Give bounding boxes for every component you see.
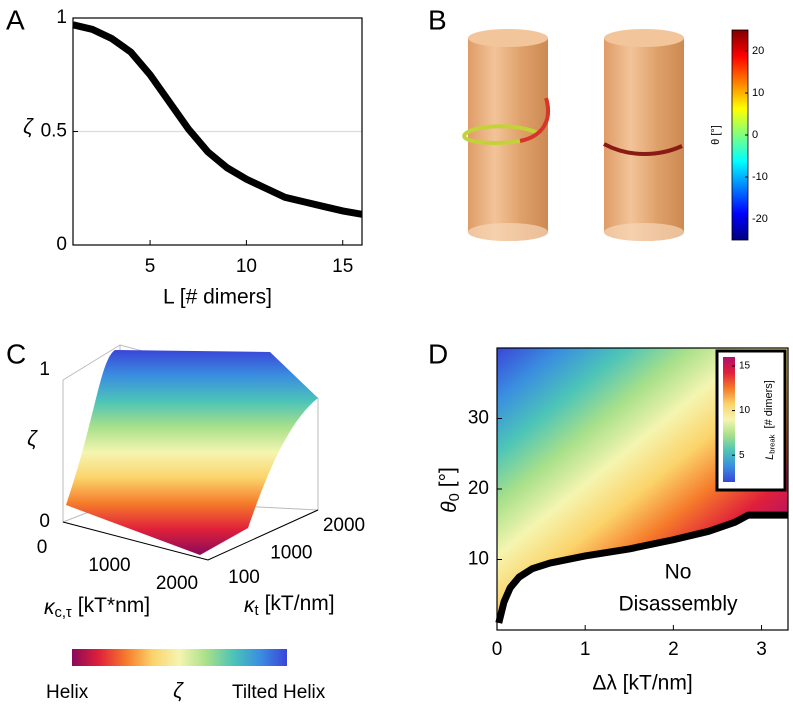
colorbar-tick-label: 0	[752, 129, 758, 141]
y-tick-label: 1000	[270, 542, 312, 563]
subscript: c,τ	[55, 605, 72, 621]
helix	[519, 97, 551, 143]
y-axis-label: ζ	[23, 116, 34, 139]
x-tick-label: 5	[145, 256, 156, 277]
axes-box	[496, 347, 789, 631]
symbol: κ	[44, 596, 56, 619]
x-tick-label: 10	[236, 256, 257, 277]
colorbar-label: ζ	[173, 680, 184, 703]
colorbar-tick-label: 5	[739, 450, 745, 461]
y-tick-label: 20	[468, 478, 489, 499]
colorbar-low-label: Helix	[46, 682, 89, 703]
annotation: No	[665, 561, 692, 584]
x-tick-label: 2000	[156, 573, 198, 594]
colorbar-tick-label: 15	[739, 361, 751, 372]
x-tick-label: 2	[668, 639, 679, 660]
x-tick-label: 0	[492, 639, 503, 660]
x-tick-label: 3	[756, 639, 767, 660]
y-tick-label: 0.5	[41, 121, 67, 142]
helix	[603, 142, 683, 156]
box-edge	[62, 509, 319, 561]
z-tick-label: 1	[39, 359, 50, 380]
y-axis-label: κt [kT/nm]	[244, 591, 335, 619]
cylinder-top	[468, 29, 548, 47]
y-tick-label: 30	[468, 408, 489, 429]
x-tick-label: 1	[580, 639, 591, 660]
cylinder-bottom	[604, 223, 684, 241]
colorbar-tick-label: -20	[752, 213, 768, 225]
panel-label: B	[428, 4, 447, 35]
symbol: θ	[438, 501, 461, 513]
annotation: Disassembly	[618, 593, 738, 616]
x-axis-label: L [# dimers]	[163, 286, 272, 309]
colorbar	[72, 649, 287, 666]
axes-box	[72, 17, 363, 246]
y-tick-label: 10	[468, 549, 489, 570]
unit: [°]	[435, 467, 458, 487]
panel-label: A	[6, 4, 25, 35]
cylinder	[468, 38, 548, 241]
boundary-curve	[495, 511, 788, 624]
panel-label: D	[428, 338, 448, 369]
unit: [kT/nm]	[265, 591, 335, 614]
colorbar-tick-label: 10	[752, 87, 764, 99]
colorbar	[723, 357, 735, 482]
y-tick-label: 2000	[323, 515, 365, 536]
panel-label: C	[6, 338, 26, 369]
colorbar-label: Lbreak [# dimers]	[763, 380, 777, 460]
curve	[72, 21, 363, 218]
cylinder-top	[604, 29, 684, 47]
cylinder-bottom	[468, 223, 548, 241]
y-tick-label: 1	[56, 7, 67, 28]
unit: [# dimers]	[763, 380, 775, 428]
x-tick-label: 0	[37, 537, 48, 558]
y-tick-label: 0	[56, 234, 67, 255]
surface	[66, 350, 318, 555]
colorbar-tick-label: 20	[752, 45, 764, 57]
cylinder	[604, 38, 684, 241]
z-axis-label: ζ	[27, 428, 38, 451]
subscript: 0	[447, 493, 463, 501]
x-axis-label: Δλ [kT/nm]	[592, 672, 692, 695]
x-axis-label: κc,τ [kT*nm]	[44, 593, 150, 621]
symbol: κ	[244, 594, 256, 617]
no-disassembly-region	[497, 515, 788, 630]
subscript: break	[768, 434, 777, 453]
colorbar-label: θ [°]	[710, 125, 722, 145]
colorbar-tick-label: 10	[739, 405, 751, 416]
z-tick-label: 0	[39, 511, 50, 532]
colorbar-tick-label: -10	[752, 171, 768, 183]
y-axis-label: θ0 [°]	[435, 467, 463, 513]
x-tick-label: 15	[332, 256, 353, 277]
colorbar-high-label: Tilted Helix	[232, 682, 326, 703]
symbol: L	[764, 454, 776, 460]
y-tick-label: 100	[228, 567, 260, 588]
subscript: t	[255, 603, 259, 619]
unit: [kT*nm]	[78, 593, 150, 616]
x-tick-label: 1000	[88, 555, 130, 576]
